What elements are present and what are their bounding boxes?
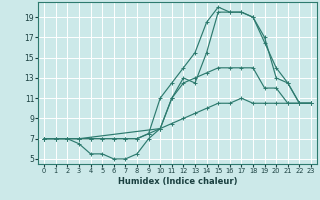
X-axis label: Humidex (Indice chaleur): Humidex (Indice chaleur) bbox=[118, 177, 237, 186]
